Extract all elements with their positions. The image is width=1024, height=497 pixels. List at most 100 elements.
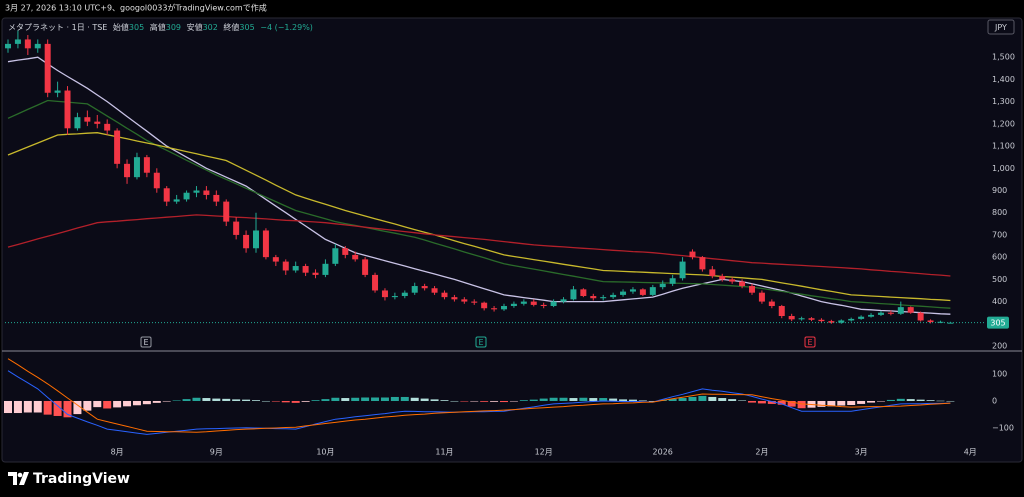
histogram-bar [827, 400, 836, 407]
histogram-bar [450, 400, 459, 402]
candle-body [461, 299, 468, 302]
candle-body [153, 172, 160, 189]
candle-body [14, 39, 21, 44]
histogram-bar [271, 400, 280, 402]
candle-body [381, 290, 388, 298]
event[interactable]: E [807, 338, 812, 347]
histogram-bar [599, 398, 608, 401]
histogram-bar [371, 397, 380, 401]
histogram-bar [361, 397, 370, 401]
field-value: 305 [239, 23, 254, 32]
histogram-bar [767, 400, 776, 404]
candle-body [530, 301, 537, 305]
x-tick-label: 8月 [111, 448, 124, 457]
last-price-box [987, 316, 1009, 329]
histogram-bar [708, 396, 717, 401]
histogram-bar [291, 400, 300, 403]
histogram-bar [748, 400, 756, 403]
y-tick-label: 1,300 [992, 97, 1015, 106]
candle-body [421, 286, 428, 289]
histogram-bar [420, 398, 429, 401]
candle-body [352, 254, 359, 260]
event-box[interactable] [140, 336, 152, 348]
event[interactable]: E [143, 338, 148, 347]
y-tick-label: 1,500 [992, 53, 1015, 62]
x-tick-label: 9月 [210, 448, 223, 457]
histogram-bar [638, 400, 647, 401]
field-label: 終値 [223, 22, 239, 32]
histogram-bar [93, 400, 102, 408]
candle-body [610, 294, 617, 298]
candle-body [550, 301, 557, 307]
histogram-bar [837, 400, 846, 406]
histogram-bar [777, 400, 786, 405]
histogram-bar [896, 398, 905, 401]
logo: TradingView [8, 471, 130, 487]
candle-body [897, 307, 904, 314]
candle-body [342, 248, 349, 255]
candle-body [937, 321, 944, 323]
candle-body [44, 43, 51, 93]
histogram-bar [132, 400, 141, 406]
candle-body [332, 248, 339, 264]
candle-body [649, 287, 656, 295]
candle-body [570, 289, 577, 300]
histogram-bar [787, 400, 796, 407]
histogram-bar [619, 399, 628, 401]
candle-body [124, 163, 131, 178]
event-box[interactable] [804, 336, 816, 348]
field-value: 305 [129, 23, 144, 32]
histogram-bar [916, 399, 925, 401]
histogram-bar [797, 400, 806, 409]
event[interactable]: E [478, 338, 483, 347]
y-tick-label: 600 [992, 253, 1007, 262]
histogram-bar [311, 400, 320, 401]
candle-body [768, 301, 775, 307]
candle-body [54, 90, 61, 93]
candle-body [64, 90, 71, 129]
currency-box[interactable] [987, 19, 1015, 35]
candle-body [322, 263, 329, 275]
histogram-bar [13, 400, 22, 414]
x-tick-label: 11月 [435, 448, 453, 457]
event-box[interactable] [475, 336, 487, 348]
logo-text: TradingView [33, 471, 130, 487]
candle-body [362, 259, 369, 275]
histogram-bar [4, 400, 12, 414]
candle-body [887, 312, 894, 314]
currency[interactable]: JPY [994, 23, 1007, 32]
logo-icon [8, 472, 29, 485]
candle-body [877, 312, 884, 315]
histogram-bar [559, 397, 568, 401]
last-price-label: 305 [990, 319, 1005, 328]
candle-body [620, 291, 627, 295]
candle-body [778, 306, 785, 317]
x-tick-label: 4月 [964, 448, 977, 457]
histogram-bar [113, 400, 122, 408]
candle-body [272, 257, 279, 262]
histogram-bar [926, 400, 935, 401]
candle-body [927, 320, 934, 323]
candle-body [282, 261, 289, 271]
histogram-bar [103, 400, 112, 409]
candle-body [451, 297, 458, 300]
histogram-bar [609, 398, 618, 401]
candle-body [441, 292, 448, 298]
candle-body [828, 321, 835, 323]
candle-body [292, 266, 299, 271]
y-tick-label: −100 [992, 423, 1014, 432]
histogram-bar [232, 399, 241, 401]
macd-line [7, 370, 951, 435]
histogram-bar [698, 395, 707, 401]
histogram-bar [351, 397, 360, 401]
x-tick-label: 2月 [755, 448, 768, 457]
histogram-bar [341, 398, 350, 401]
candle-body [560, 299, 567, 302]
histogram-bar [321, 399, 330, 401]
histogram-bar [83, 400, 92, 411]
macd-line [7, 358, 951, 433]
y-tick-label: 1,000 [992, 164, 1015, 173]
histogram-bar [539, 398, 548, 401]
histogram-bar [728, 399, 737, 401]
